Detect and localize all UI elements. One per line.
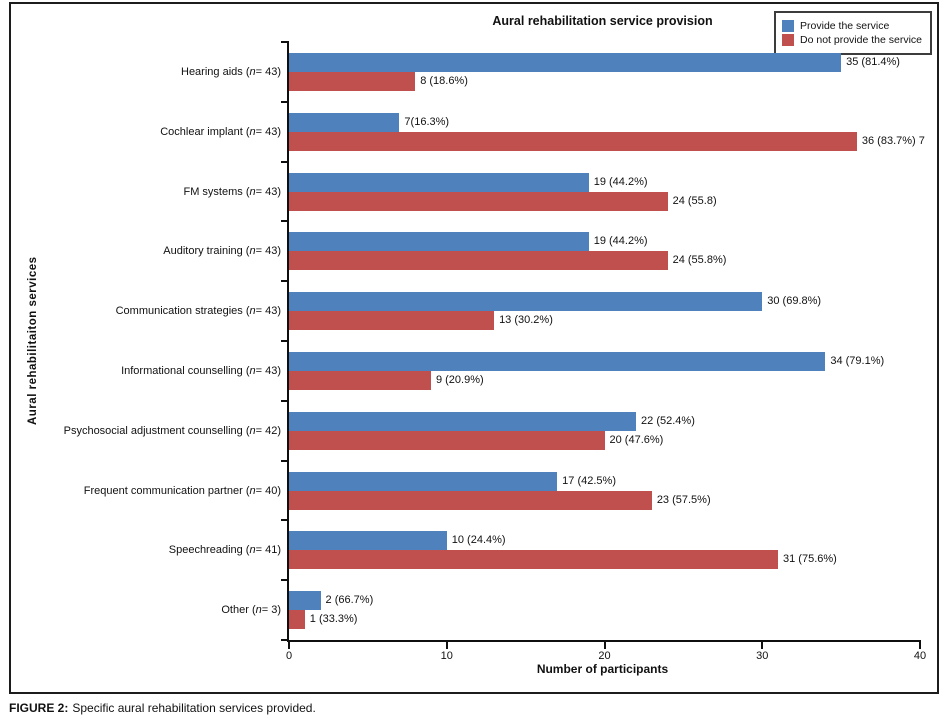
y-axis-tick (281, 160, 289, 163)
chart-title: Aural rehabilitation service provision (492, 14, 713, 28)
figure-caption-prefix: FIGURE 2: (9, 701, 69, 715)
x-axis-tick (761, 640, 764, 649)
bar-provide (289, 411, 637, 431)
bar-value-label: 7(16.3%) (404, 115, 450, 128)
bar-value-label: 30 (69.8%) (767, 295, 822, 308)
x-axis-tick (445, 640, 448, 649)
bar-value-label: 2 (66.7%) (325, 594, 374, 607)
x-axis-tick-label: 10 (440, 650, 453, 662)
figure-panel: Aural rehabilitation service provision P… (9, 2, 939, 694)
plot-area: Hearing aids (n= 43) 35 (81.4%) 8 (18.6%) C… (64, 41, 926, 662)
bar-provide (289, 53, 842, 72)
bar-value-label: 24 (55.8%) (672, 254, 727, 267)
x-axis-tick (603, 640, 606, 649)
bar-value-label: 24 (55.8) (672, 194, 717, 207)
category-label: Frequent communication partner (n= 40) (83, 484, 281, 497)
y-axis-tick (281, 459, 289, 462)
x-axis-tick-label: 0 (285, 650, 293, 662)
category-label: Cochlear implant (n= 43) (160, 125, 281, 138)
x-axis-title: Number of participants (536, 662, 669, 676)
legend: Provide the service Do not provide the s… (774, 11, 932, 55)
category-label: Speechreading (n= 41) (168, 544, 281, 557)
bar-value-label: 17 (42.5%) (562, 474, 616, 487)
bar-provide (289, 471, 558, 491)
y-axis-tick (281, 579, 289, 582)
bar-value-label: 8 (18.6%) (420, 75, 468, 87)
bar-do-not-provide (289, 490, 652, 510)
bar-value-label: 9 (20.9%) (435, 374, 484, 386)
bar-value-label: 22 (52.4%) (641, 414, 695, 427)
x-axis-tick-label: 20 (598, 650, 611, 662)
category-label: Other (n= 3) (221, 604, 281, 617)
legend-swatch-provide (782, 20, 795, 32)
bar-value-label: 23 (57.5%) (656, 493, 711, 506)
legend-item-provide: Provide the service (782, 20, 922, 32)
bar-do-not-provide (289, 251, 668, 271)
y-axis-tick (281, 100, 289, 103)
bar-provide (289, 232, 589, 252)
bar-provide (289, 292, 763, 312)
y-axis-tick (281, 280, 289, 283)
figure-caption: FIGURE 2: Specific aural rehabilitation s… (9, 701, 316, 715)
legend-label: Do not provide the service (800, 34, 922, 46)
bar-do-not-provide (289, 430, 605, 450)
category-label: Psychosocial adjustment counselling (n= … (63, 424, 281, 437)
y-axis-tick (281, 41, 289, 43)
bar-value-label: 35 (81.4%) (846, 56, 900, 68)
legend-label: Provide the service (800, 20, 890, 32)
y-axis-tick (281, 399, 289, 402)
bar-provide (289, 112, 400, 132)
bar-do-not-provide (289, 131, 857, 151)
category-label: Informational counselling (n= 43) (121, 365, 281, 377)
x-axis-tick (919, 640, 921, 649)
figure-caption-text: Specific aural rehabilitation services p… (72, 701, 316, 715)
y-axis-tick (281, 220, 289, 223)
bar-value-label: 34 (79.1%) (830, 355, 885, 367)
bar-value-label: 13 (30.2%) (499, 314, 553, 327)
bar-do-not-provide (289, 72, 416, 91)
x-axis-tick-label: 30 (756, 650, 769, 662)
bar-value-label: 36 (83.7%) 7 (861, 134, 925, 147)
bar-do-not-provide (289, 610, 305, 630)
category-label: Communication strategies (n= 43) (115, 305, 281, 318)
y-axis-tick (281, 519, 289, 522)
category-label: FM systems (n= 43) (183, 185, 281, 198)
x-axis-tick-label: 40 (913, 650, 927, 662)
x-axis-tick (288, 640, 290, 649)
y-axis-tick (281, 639, 289, 641)
bar-value-label: 1 (33.3%) (309, 613, 358, 626)
legend-swatch-do-not-provide (782, 34, 795, 46)
legend-item-do-not-provide: Do not provide the service (782, 34, 922, 46)
category-label: Hearing aids (n= 43) (181, 66, 281, 78)
category-label: Auditory training (n= 43) (163, 245, 281, 258)
bar-value-label: 10 (24.4%) (451, 534, 506, 547)
bar-provide (289, 591, 321, 611)
bar-value-label: 19 (44.2%) (593, 175, 648, 188)
bar-value-label: 19 (44.2%) (593, 235, 648, 248)
bar-value-label: 31 (75.6%) (783, 553, 837, 566)
bar-do-not-provide (289, 311, 495, 331)
bar-do-not-provide (289, 371, 431, 390)
bar-value-label: 20 (47.6%) (609, 433, 664, 446)
bar-provide (289, 352, 826, 371)
bar-do-not-provide (289, 191, 668, 211)
bar-provide (289, 172, 589, 192)
y-axis-tick (281, 340, 289, 342)
bar-provide (289, 531, 447, 551)
bar-do-not-provide (289, 550, 779, 570)
